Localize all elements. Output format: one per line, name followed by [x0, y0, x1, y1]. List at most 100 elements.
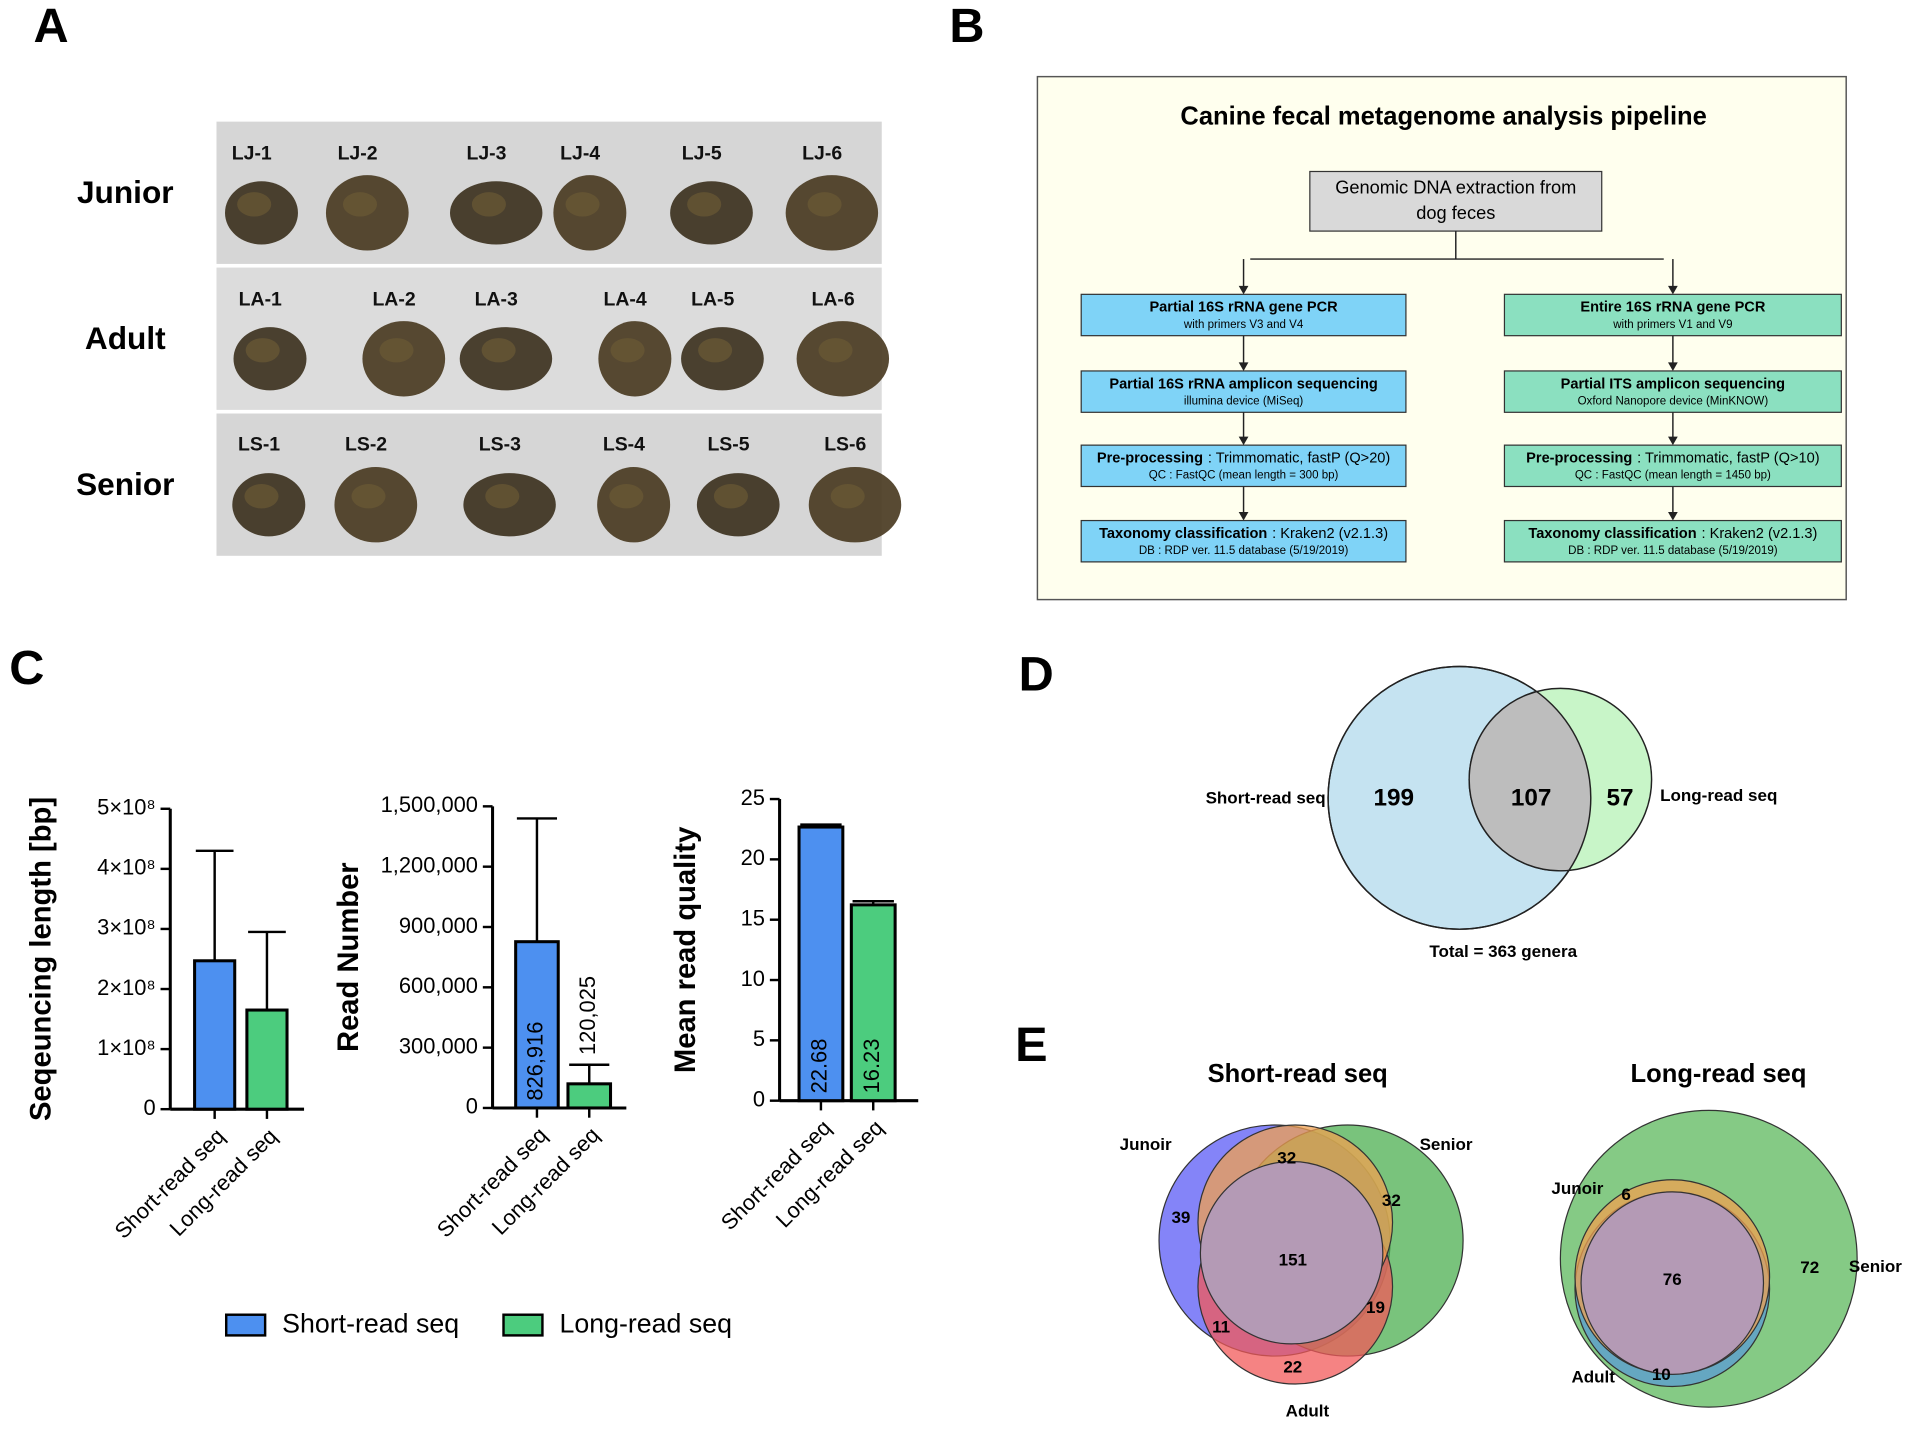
y-tick-label: 1×10⁸ [97, 1035, 156, 1060]
arrow-head [1238, 362, 1249, 371]
data-label: 120,025 [575, 976, 600, 1055]
photo-strip [216, 413, 882, 556]
sample-label: LJ-1 [232, 143, 272, 165]
feces-texture [818, 338, 853, 363]
root-text: Genomic DNA extraction from [1335, 176, 1576, 197]
sample-label: LS-5 [707, 433, 749, 455]
venn-group-label: Adult [1286, 1402, 1330, 1421]
sample-label: LS-6 [824, 433, 866, 455]
step-detail: Oxford Nanopore device (MinKNOW) [1578, 395, 1769, 407]
legend-swatch [502, 1313, 544, 1337]
step-title-bold: Pre-processing [1097, 450, 1203, 466]
venn-group-label: Junoir [1120, 1135, 1172, 1154]
venn-title: Long-read seq [1631, 1060, 1807, 1088]
sample-label: LJ-4 [560, 143, 600, 165]
root-box [1309, 170, 1603, 232]
group-label: Senior [76, 466, 174, 502]
venn-core [1580, 1191, 1765, 1375]
venn-count: 151 [1279, 1251, 1307, 1270]
panel-label: B [949, 0, 984, 53]
step-title-bold: Pre-processing [1526, 450, 1632, 466]
arrow-head [1238, 436, 1249, 446]
sample-label: LJ-2 [338, 143, 378, 165]
arrow-head [1668, 512, 1678, 521]
y-tick-label: 10 [741, 966, 765, 991]
sample-label: LJ-6 [802, 143, 842, 165]
venn-count: 32 [1382, 1191, 1401, 1210]
legend-label: Short-read seq [282, 1309, 459, 1339]
venn-count: 10 [1652, 1365, 1671, 1384]
step-box [1503, 444, 1842, 488]
step-title: Taxonomy classification : Kraken2 (v2.1.3… [1528, 526, 1817, 542]
feces-texture [698, 338, 733, 363]
y-tick-label: 3×10⁸ [97, 915, 156, 940]
y-tick-label: 2×10⁸ [97, 975, 156, 1000]
sample-label: LJ-3 [466, 143, 506, 165]
venn-title: Short-read seq [1208, 1060, 1388, 1088]
sample-label: LA-5 [691, 289, 734, 311]
sample-label: LA-3 [475, 289, 518, 311]
y-axis-title: Mean read quality [670, 826, 702, 1073]
photo-strip [216, 267, 882, 410]
step-detail: with primers V1 and V9 [1612, 319, 1732, 331]
feces-texture [237, 192, 272, 217]
panel-label: C [9, 641, 44, 695]
y-tick-label: 5 [753, 1026, 765, 1051]
data-label: 16.23 [859, 1039, 884, 1094]
pipeline-box [1036, 75, 1847, 601]
panel-label: A [34, 0, 69, 53]
step-title-bold: Entire 16S rRNA gene PCR [1580, 300, 1765, 316]
y-tick-label: 20 [741, 845, 765, 870]
sample-label: LS-4 [603, 433, 645, 455]
venn-group-label: Junoir [1551, 1179, 1603, 1198]
feces-texture [830, 484, 865, 509]
y-tick-label: 5×10⁸ [97, 795, 156, 820]
feces-texture [485, 484, 520, 509]
venn-count: 107 [1511, 784, 1552, 811]
step-title-bold: Taxonomy classification [1528, 526, 1696, 542]
feces-texture [565, 192, 600, 217]
feces-texture [342, 192, 378, 217]
y-tick-label: 4×10⁸ [97, 855, 156, 880]
y-axis-title: Read Number [333, 862, 365, 1052]
feces-texture [481, 338, 516, 363]
venn-count: 32 [1277, 1149, 1296, 1168]
feces-texture [687, 192, 722, 217]
venn-group-label: Senior [1420, 1135, 1473, 1154]
sample-label: LA-6 [811, 289, 854, 311]
bar [193, 959, 237, 1111]
step-detail: DB : RDP ver. 11.5 database (5/19/2019) [1139, 545, 1349, 557]
step-title-rest: : Kraken2 (v2.1.3) [1272, 526, 1388, 542]
step-detail: illumina device (MiSeq) [1184, 395, 1304, 407]
y-tick-label: 0 [753, 1086, 765, 1111]
venn-count: 39 [1171, 1208, 1190, 1227]
arrow-head [1668, 285, 1678, 295]
step-title-rest: : Kraken2 (v2.1.3) [1702, 526, 1818, 542]
sample-label: LA-1 [239, 289, 282, 311]
step-title-rest: : Trimmomatic, fastP (Q>20) [1208, 450, 1390, 466]
photo-strip [216, 121, 882, 264]
step-title-bold: Taxonomy classification [1099, 526, 1267, 542]
sample-label: LS-3 [479, 433, 521, 455]
step-title-bold: Partial 16S rRNA amplicon sequencing [1109, 376, 1377, 392]
venn-group-label: Senior [1849, 1257, 1902, 1276]
venn-set-label: Long-read seq [1660, 786, 1777, 805]
step-detail: QC : FastQC (mean length = 1450 bp) [1575, 470, 1771, 482]
step-title: Partial 16S rRNA amplicon sequencing [1109, 376, 1377, 392]
venn-count: 72 [1800, 1258, 1819, 1277]
y-tick-label: 0 [466, 1094, 478, 1119]
step-title-bold: Partial 16S rRNA gene PCR [1149, 300, 1338, 316]
venn-count: 57 [1606, 784, 1633, 811]
feces-texture [379, 338, 414, 363]
feces-texture [471, 192, 506, 217]
root-text: dog feces [1416, 202, 1495, 223]
step-box [1080, 444, 1407, 488]
venn-count: 22 [1283, 1358, 1302, 1377]
y-tick-label: 15 [741, 905, 765, 930]
sample-label: LA-2 [372, 289, 415, 311]
legend-swatch [224, 1313, 267, 1337]
feces-texture [245, 338, 280, 363]
venn-set-label: Short-read seq [1206, 789, 1326, 808]
y-tick-label: 300,000 [399, 1033, 478, 1058]
